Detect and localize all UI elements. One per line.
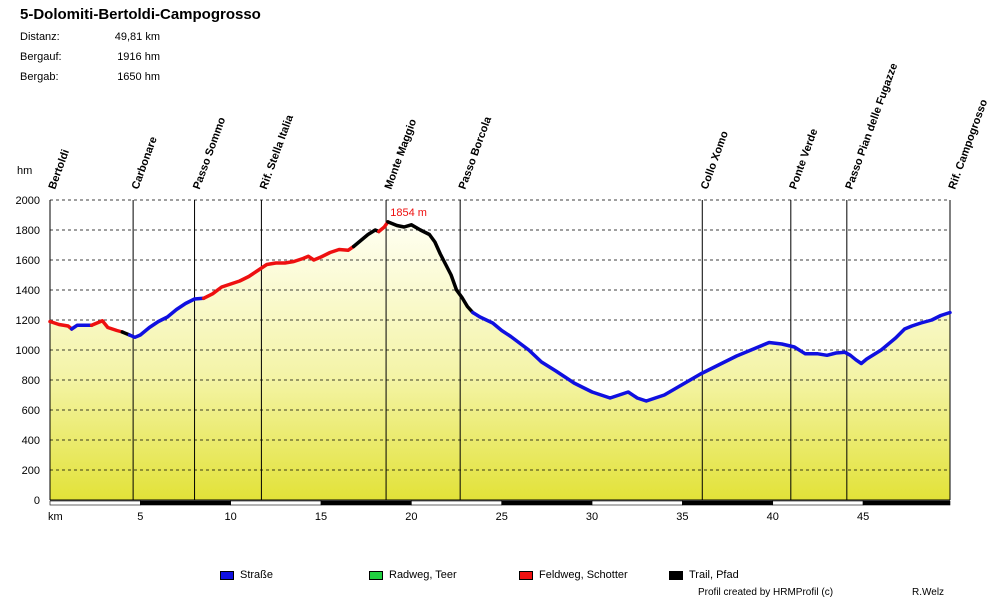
profile-segment-trail xyxy=(386,220,475,315)
profile-segment-feldweg xyxy=(201,244,356,301)
y-tick-label-0: 0 xyxy=(34,495,40,507)
waypoint-label-rif-stella-italia: Rif. Stella Italia xyxy=(258,113,296,191)
profile-segment-feldweg xyxy=(89,319,125,334)
stat-ascent-value: 1916 hm xyxy=(117,51,160,63)
waypoint-label-passo-pian-delle-fugazze: Passo Pian delle Fugazze xyxy=(843,62,900,191)
km-scale-segment xyxy=(682,500,774,506)
y-tick-label-1200: 1200 xyxy=(16,315,40,327)
km-scale-segment xyxy=(591,500,683,506)
stat-distance-value: 49,81 km xyxy=(114,31,160,43)
waypoint-label-monte-maggio: Monte Maggio xyxy=(383,117,420,191)
profile-segment-strasse xyxy=(69,323,94,331)
x-tick-label-35: 35 xyxy=(676,511,688,523)
stat-distance: Distanz: 49,81 km xyxy=(20,31,160,45)
credit-text: Profil created by HRMProfil (c) xyxy=(698,587,834,598)
y-tick-label-1800: 1800 xyxy=(16,225,40,237)
waypoint-label-rif-campogrosso: Rif. Campogrosso xyxy=(947,98,991,191)
stat-ascent: Bergauf: 1916 hm xyxy=(20,51,160,65)
profile-segment-strasse xyxy=(127,296,206,340)
waypoint-label-collo-xomo: Collo Xomo xyxy=(699,129,731,191)
y-tick-label-1000: 1000 xyxy=(16,345,40,357)
waypoint-label-passo-sommo: Passo Sommo xyxy=(191,115,228,191)
waypoint-label-bertoldi: Bertoldi xyxy=(47,148,72,191)
stat-ascent-label: Bergauf: xyxy=(20,51,62,63)
x-tick-label-20: 20 xyxy=(405,511,417,523)
y-tick-label-400: 400 xyxy=(22,435,40,447)
x-tick-label-25: 25 xyxy=(496,511,508,523)
y-tick-label-1600: 1600 xyxy=(16,255,40,267)
km-scale-segment xyxy=(411,500,503,506)
profile-area xyxy=(50,221,950,500)
km-scale-segment xyxy=(49,500,141,506)
stat-distance-label: Distanz: xyxy=(20,31,60,43)
legend-item-trail: Trail, Pfad xyxy=(669,569,739,581)
y-tick-label-200: 200 xyxy=(22,465,40,477)
y-axis-label: hm xyxy=(17,165,32,177)
profile-segment-strasse xyxy=(471,310,952,403)
x-axis-label: km xyxy=(48,511,63,523)
y-tick-label-1400: 1400 xyxy=(16,285,40,297)
legend-label-radweg: Radweg, Teer xyxy=(389,569,457,581)
profile-segment-trail xyxy=(351,228,381,249)
waypoint-label-passo-borcola: Passo Borcola xyxy=(457,114,495,191)
stat-descent-label: Bergab: xyxy=(20,71,59,83)
legend-swatch-feldweg xyxy=(519,570,533,580)
waypoint-label-ponte-verde: Ponte Verde xyxy=(787,127,820,191)
author-text: R.Welz xyxy=(912,587,945,598)
km-scale-segment xyxy=(320,500,412,506)
legend-swatch-strasse xyxy=(220,570,234,580)
profile-segment-feldweg xyxy=(377,220,390,234)
x-tick-label-15: 15 xyxy=(315,511,327,523)
x-tick-label-40: 40 xyxy=(767,511,779,523)
chart-title: 5-Dolomiti-Bertoldi-Campogrosso xyxy=(20,6,261,23)
legend-item-radweg: Radweg, Teer xyxy=(369,569,457,581)
x-tick-label-30: 30 xyxy=(586,511,598,523)
y-tick-label-800: 800 xyxy=(22,375,40,387)
legend-label-feldweg: Feldweg, Schotter xyxy=(539,569,628,581)
x-tick-label-10: 10 xyxy=(225,511,237,523)
legend-label-strasse: Straße xyxy=(240,569,274,581)
km-scale-segment xyxy=(772,500,864,506)
legend-swatch-radweg xyxy=(369,570,383,580)
legend-swatch-trail xyxy=(669,570,683,580)
x-tick-label-45: 45 xyxy=(857,511,869,523)
km-scale-segment xyxy=(501,500,593,506)
waypoint-label-carbonare: Carbonare xyxy=(130,135,160,191)
legend-item-feldweg: Feldweg, Schotter xyxy=(519,569,628,581)
y-tick-label-600: 600 xyxy=(22,405,40,417)
profile-segment-feldweg xyxy=(48,319,74,331)
km-scale-segment xyxy=(140,500,231,506)
legend-label-trail: Trail, Pfad xyxy=(689,569,739,581)
km-scale-segment xyxy=(862,500,951,506)
stat-descent: Bergab: 1650 hm xyxy=(20,71,160,85)
km-scale-segment xyxy=(230,500,322,506)
y-tick-label-2000: 2000 xyxy=(16,195,40,207)
x-tick-label-5: 5 xyxy=(137,511,143,523)
stat-descent-value: 1650 hm xyxy=(117,71,160,83)
max-elevation-label: 1854 m xyxy=(390,207,427,219)
legend-item-strasse: Straße xyxy=(220,569,273,581)
